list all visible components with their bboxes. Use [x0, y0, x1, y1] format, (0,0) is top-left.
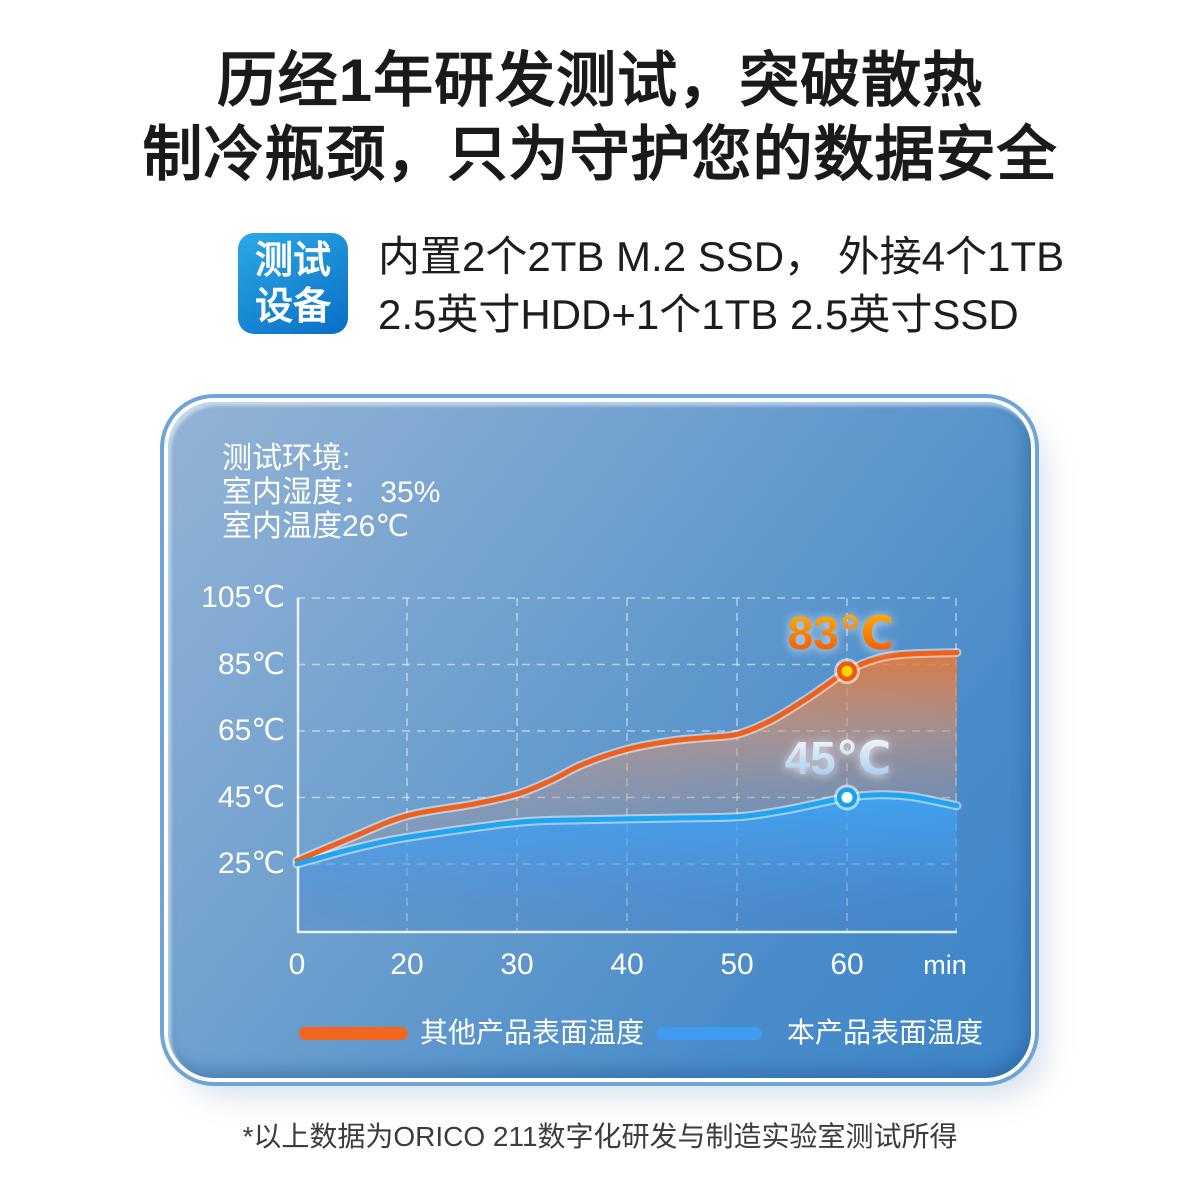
x-tick-30: 30 — [500, 948, 534, 981]
test-environment-info: 测试环境: 室内湿度： 35% 室内温度26℃ — [222, 442, 440, 544]
x-tick-50: 50 — [720, 948, 754, 981]
temperature-chart — [292, 597, 962, 934]
footnote: *以上数据为ORICO 211数字化研发与制造实验室测试所得 — [242, 1121, 958, 1152]
env-title: 测试环境: — [222, 442, 351, 475]
legend-swatch-this-product — [656, 1027, 762, 1040]
legend-label-this-product: 本产品表面温度 — [787, 1017, 984, 1048]
test-device-description: 内置2个2TB M.2 SSD， 外接4个1TB 2.5英寸HDD+1个1TB … — [378, 228, 1064, 344]
peak-temp-label-other-product: 83℃ — [756, 606, 926, 660]
marker-core — [841, 665, 853, 677]
x-tick-40: 40 — [610, 948, 644, 981]
description-line1: 内置2个2TB M.2 SSD， 外接4个1TB — [378, 233, 1065, 280]
env-temperature: 室内温度26℃ — [222, 510, 410, 543]
x-tick-20: 20 — [390, 948, 424, 981]
legend-swatch-other-product — [299, 1027, 408, 1040]
area-fills — [297, 652, 957, 932]
axes — [296, 598, 957, 934]
y-tick-105: 105℃ — [201, 581, 285, 614]
x-tick-0: 0 — [288, 948, 306, 981]
y-tick-85: 85℃ — [217, 648, 285, 681]
y-tick-45: 45℃ — [217, 781, 285, 814]
badge-line2: 设备 — [254, 285, 331, 328]
fill-under-this-product — [297, 794, 957, 932]
y-tick-25: 25℃ — [217, 847, 285, 880]
peak-temp-label-this-product: 45℃ — [753, 731, 923, 785]
x-axis-unit-label: min — [923, 950, 967, 980]
this-product-line — [294, 792, 960, 867]
headline: 历经1年研发测试，突破散热 制冷瓶颈，只为守护您的数据安全 — [0, 44, 1200, 192]
marker-core — [841, 792, 853, 803]
data-point-markers — [834, 658, 860, 811]
headline-line1: 历经1年研发测试，突破散热 — [216, 47, 984, 114]
y-tick-65: 65℃ — [217, 714, 285, 747]
legend-label-other-product: 其他产品表面温度 — [420, 1017, 645, 1048]
chart-card: 测试环境: 室内湿度： 35% 室内温度26℃ 105℃ 85℃ 65℃ 45℃… — [168, 402, 1031, 1078]
badge-line1: 测试 — [254, 239, 331, 282]
headline-line2: 制冷瓶颈，只为守护您的数据安全 — [142, 121, 1058, 188]
fill-between-series — [297, 652, 957, 864]
test-device-badge: 测试 设备 — [238, 233, 348, 334]
env-humidity: 室内湿度： 35% — [222, 476, 441, 509]
x-tick-60: 60 — [830, 948, 864, 981]
description-line2: 2.5英寸HDD+1个1TB 2.5英寸SSD — [378, 291, 1019, 338]
